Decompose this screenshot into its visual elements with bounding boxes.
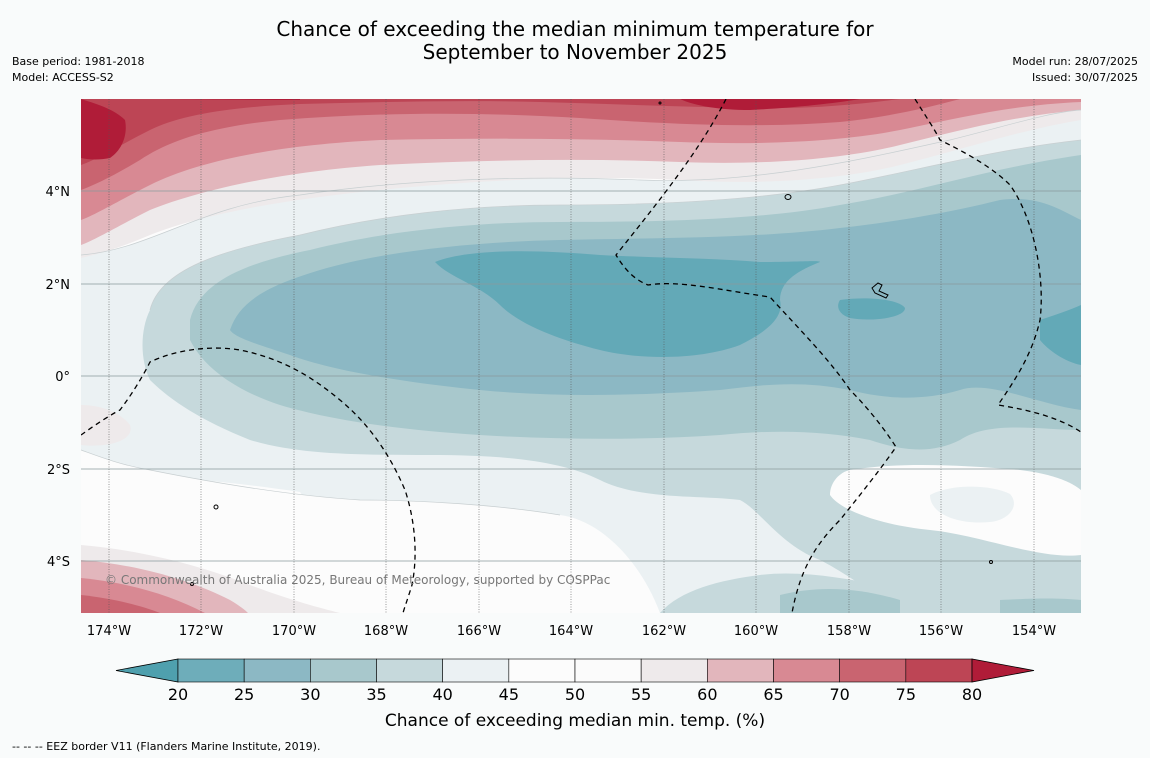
base-period-text: Base period: 1981-2018 [12,55,145,68]
map-panel [81,99,1081,613]
lon-tick: 160°W [734,624,778,639]
copyright-text: © Commonwealth of Australia 2025, Bureau… [105,573,611,587]
band-20 [435,251,820,357]
island-small-3 [989,560,993,564]
lon-tick: 158°W [827,624,871,639]
eez-footnote: -- -- -- EEZ border V11 (Flanders Marine… [12,740,321,753]
colorbar-tick-label: 50 [565,685,585,704]
colorbar-segment [243,658,311,683]
lon-tick: 174°W [87,624,131,639]
lon-tick: 166°W [457,624,501,639]
island-small-2 [190,582,194,586]
colorbar-tick-label: 75 [896,685,916,704]
colorbar-high-arrow [971,658,1035,683]
meta-right: Model run: 28/07/2025 Issued: 30/07/2025 [1012,54,1138,86]
island-small-4 [658,101,662,105]
colorbar-tick-labels: 20 25 30 35 40 45 50 55 60 65 70 75 80 [168,685,982,704]
issued-text: Issued: 30/07/2025 [1031,71,1138,84]
colorbar-segment [177,658,245,683]
title-line-1: Chance of exceeding the median minimum t… [276,17,874,41]
lat-tick: 2°N [46,278,71,293]
lon-tick: 168°W [364,624,408,639]
colorbar-tick-label: 55 [631,685,651,704]
latitude-lines [81,190,1081,562]
colorbar-segment [707,658,774,683]
colorbar-tick-label: 80 [962,685,982,704]
map-title: Chance of exceeding the median minimum t… [0,18,1150,64]
colorbar-segment [442,658,510,683]
island-kiritimati [871,282,889,299]
lat-tick: 4°S [47,555,70,570]
contour-lines [81,109,1081,516]
band-30-southeast [1000,598,1081,613]
lat-tick: 4°N [46,185,71,200]
band-40-southeast-core [930,486,1014,523]
lon-tick: 162°W [642,624,686,639]
colorbar-segment [508,658,576,683]
lat-tick-labels: 4°N 2°N 0° 2°S 4°S [46,185,71,570]
island-small-1 [213,504,219,510]
model-text: Model: ACCESS-S2 [12,71,114,84]
band-20-east [1040,305,1081,365]
colorbar-tick-label: 70 [829,685,849,704]
colorbar [115,658,1035,683]
lon-tick: 154°W [1012,624,1056,639]
colorbar-segment [905,658,973,683]
colorbar-tick-label: 25 [234,685,254,704]
colorbar-tick-label: 35 [366,685,386,704]
colorbar-segment [640,658,708,683]
band-80-north [81,99,860,160]
band-70-north [81,99,960,190]
lon-tick: 156°W [919,624,963,639]
lat-tick: 0° [55,370,70,385]
lat-tick: 2°S [47,463,70,478]
band-75-north [81,99,900,165]
colorbar-tick-label: 20 [168,685,188,704]
island-jarvis [784,194,792,200]
colorbar-tick-label: 65 [763,685,783,704]
colorbar-low-arrow [115,658,179,683]
colorbar-segment [310,658,377,683]
colorbar-title: Chance of exceeding median min. temp. (%… [385,711,765,731]
model-run-text: Model run: 28/07/2025 [1012,55,1138,68]
band-20-blob [838,298,905,320]
islands [190,101,993,586]
lon-tick: 164°W [549,624,593,639]
lon-tick: 172°W [179,624,223,639]
colorbar-tick-label: 60 [697,685,717,704]
meta-left: Base period: 1981-2018 Model: ACCESS-S2 [12,54,144,86]
colorbar-segment [574,658,642,683]
band-30-south [780,588,900,613]
colorbar-tick-label: 45 [499,685,519,704]
lon-tick: 170°W [272,624,316,639]
band-55-west [81,405,131,446]
colorbar-segment [773,658,840,683]
band-70-southwest [81,595,160,613]
eez-borders [81,99,1081,613]
graticule [108,99,1035,613]
colorbar-tick-label: 30 [300,685,320,704]
colorbar-tick-label: 40 [432,685,452,704]
lon-tick-labels: 174°W 172°W 170°W 168°W 166°W 164°W 162°… [87,624,1056,639]
title-line-2: September to November 2025 [422,40,728,64]
colorbar-segment [376,658,443,683]
band-65-north [81,99,1081,220]
colorbar-segment [839,658,907,683]
